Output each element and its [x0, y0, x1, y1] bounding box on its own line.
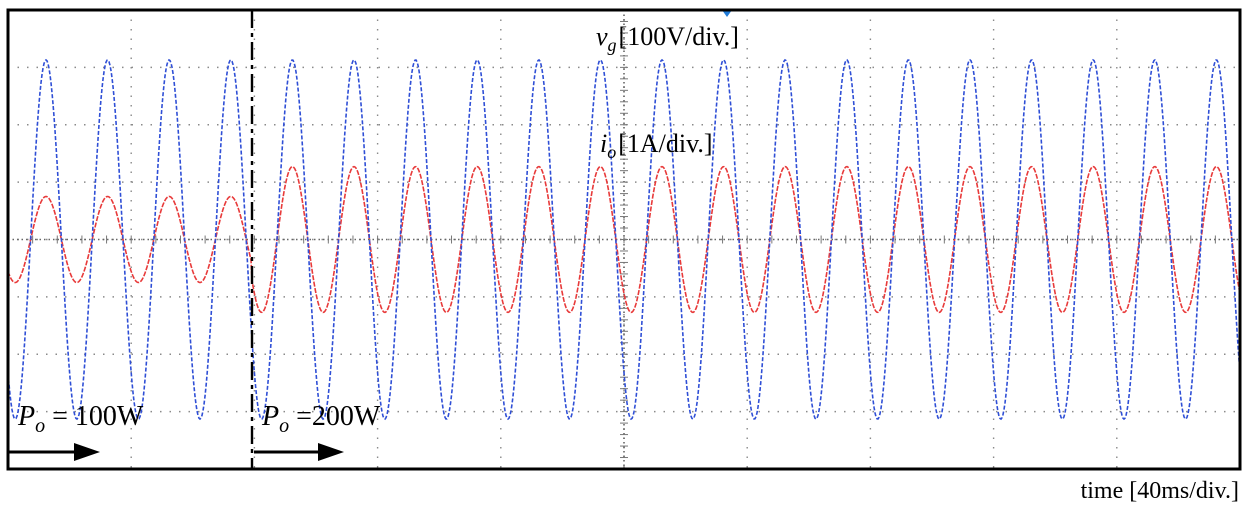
x-axis-label: time [40ms/div.] [1080, 478, 1239, 504]
trigger-marker [722, 10, 732, 17]
vg-label: vg[100V/div.] [596, 22, 739, 55]
io-trace [7, 165, 1241, 314]
arrow-after [254, 443, 344, 461]
plot-frame [6, 8, 1242, 471]
power-before-label: Po = 100W [17, 401, 144, 437]
traces [7, 58, 1241, 421]
io-label: io[1A/div.] [600, 129, 713, 162]
arrow-before [8, 443, 100, 461]
vg-trace [7, 58, 1241, 421]
power-after-label: Po =200W [261, 401, 381, 437]
grid-lines [7, 9, 1241, 470]
